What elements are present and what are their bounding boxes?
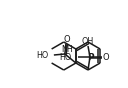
Text: P: P xyxy=(87,53,93,62)
Text: O: O xyxy=(64,35,70,45)
Text: OH: OH xyxy=(82,37,94,45)
Text: HO: HO xyxy=(37,51,49,61)
Text: HO: HO xyxy=(59,53,71,62)
Text: O: O xyxy=(103,53,109,62)
Text: NH: NH xyxy=(61,45,73,54)
